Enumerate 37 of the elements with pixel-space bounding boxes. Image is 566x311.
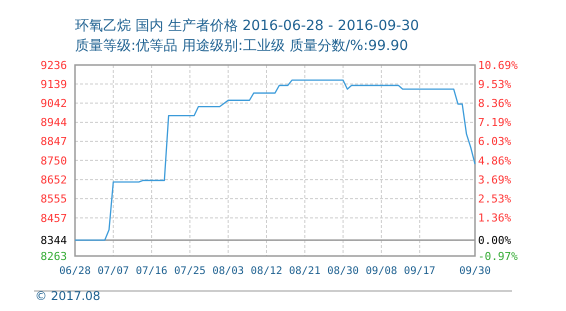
x-tick-label: 06/28 bbox=[59, 265, 91, 277]
line-series bbox=[74, 79, 476, 241]
chart-subtitle: 质量等级:优等品 用途级别:工业级 质量分数/%:99.90 bbox=[75, 38, 408, 54]
text: © 2017.08 bbox=[35, 289, 100, 303]
y-tick-label: 9042 bbox=[40, 96, 67, 110]
x-tick-label: 07/16 bbox=[136, 265, 168, 277]
y-tick-label: 8555 bbox=[40, 192, 67, 206]
x-tick-label: 08/12 bbox=[250, 265, 282, 277]
y2-tick-label: 0.00% bbox=[478, 234, 512, 247]
y-tick-label: 8457 bbox=[40, 212, 67, 225]
y2-tick-label: 1.36% bbox=[478, 212, 512, 225]
x-tick-label: 08/21 bbox=[288, 265, 321, 277]
y-tick-label: 8750 bbox=[40, 154, 67, 168]
y2-tick-label: 7.19% bbox=[478, 116, 512, 130]
y2-tick-label: 8.36% bbox=[478, 97, 512, 110]
y2-tick-label: 10.69% bbox=[478, 58, 518, 72]
x-tick-label: 07/25 bbox=[174, 265, 206, 277]
y2-tick-label: 3.69% bbox=[478, 174, 512, 187]
x-tick-label: 08/30 bbox=[327, 265, 359, 277]
x-tick-label: 07/07 bbox=[97, 265, 130, 277]
y-tick-label: 8263 bbox=[40, 250, 67, 263]
y2-tick-label: 2.53% bbox=[478, 192, 512, 206]
x-tick-label: 09/08 bbox=[366, 265, 398, 277]
chart-title: 环氧乙烷 国内 生产者价格 2016-06-28 - 2016-09-30 bbox=[75, 18, 420, 34]
x-tick-label: 09/17 bbox=[404, 265, 436, 277]
y-tick-label: 8847 bbox=[40, 135, 67, 148]
y2-tick-label: 4.86% bbox=[478, 154, 512, 168]
y2-tick-label: 9.53% bbox=[478, 78, 512, 91]
y-tick-label: 9236 bbox=[40, 58, 67, 72]
y-tick-label: 9139 bbox=[40, 78, 67, 91]
x-tick-label: 09/30 bbox=[459, 265, 491, 277]
y-tick-label: 8944 bbox=[40, 116, 68, 130]
y2-tick-label: 6.03% bbox=[478, 135, 512, 148]
x-tick-label: 08/03 bbox=[212, 265, 244, 277]
y-tick-label: 8652 bbox=[40, 173, 67, 186]
y2-tick-label: -0.97% bbox=[478, 250, 518, 263]
y-tick-label: 8344 bbox=[40, 234, 68, 247]
